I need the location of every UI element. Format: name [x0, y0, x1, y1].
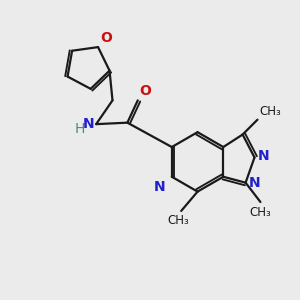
Text: H: H: [74, 122, 85, 136]
Text: N: N: [249, 176, 261, 190]
Text: CH₃: CH₃: [250, 206, 271, 219]
Text: N: N: [258, 149, 270, 163]
Text: N: N: [83, 117, 95, 131]
Text: N: N: [154, 180, 165, 194]
Text: O: O: [139, 84, 151, 98]
Text: CH₃: CH₃: [259, 105, 281, 118]
Text: CH₃: CH₃: [167, 214, 189, 227]
Text: O: O: [100, 31, 112, 45]
